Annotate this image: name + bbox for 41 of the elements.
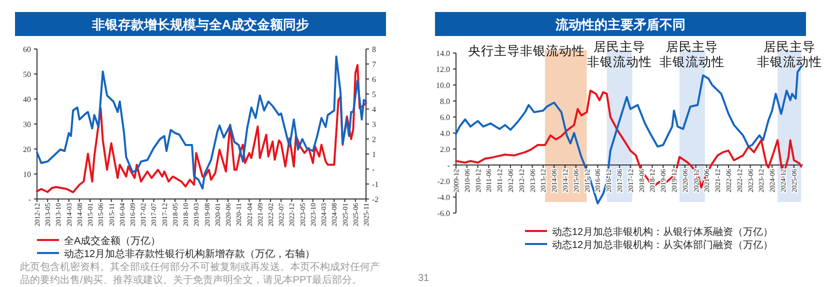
y2-tick-label: 5 — [372, 90, 376, 99]
y-tick-label: 2.0 — [440, 145, 450, 154]
band-label: 居民主导非银流动性 — [587, 39, 652, 69]
legend-label: 全A成交金额（万亿） — [64, 235, 161, 247]
y-tick-label: 14.0 — [436, 49, 450, 58]
legend-label: 动态12月加总非存款性银行机构新增存款（万亿，右轴） — [64, 248, 316, 260]
y-tick-label: 60 — [23, 45, 31, 54]
y-tick-label: 30 — [23, 120, 31, 129]
y-tick-label: -4.0 — [437, 193, 450, 202]
chart-title: 非银存款增长规模与全A成交金额同步 — [90, 17, 310, 32]
y2-tick-label: -1 — [372, 180, 379, 189]
y-tick-label: 40 — [23, 95, 31, 104]
y-tick-label: 6.0 — [440, 113, 450, 122]
y-tick-label: - — [447, 161, 450, 170]
y2-tick-label: 1 — [372, 150, 376, 159]
y2-tick-label: 7 — [372, 60, 376, 69]
y2-tick-label: 3 — [372, 120, 376, 129]
band-label: 居民主导非银流动性 — [756, 39, 822, 69]
y2-tick-label: 6 — [372, 75, 376, 84]
y2-tick-label: 4 — [372, 105, 376, 114]
text: 31 — [418, 273, 430, 284]
y-tick-label: -6.0 — [437, 209, 450, 218]
y-tick-label: 10 — [23, 170, 31, 179]
y2-tick-label: 8 — [372, 45, 376, 54]
y-tick-label: 10.0 — [436, 81, 450, 90]
y-tick-label: 12.0 — [436, 65, 450, 74]
y-tick-label: 8.0 — [440, 97, 450, 106]
y2-tick-label: -2 — [372, 195, 379, 204]
y2-tick-label: 2 — [372, 135, 376, 144]
chart-title: 流动性的主要矛盾不同 — [554, 17, 686, 32]
band-label: 央行主导非银流动性 — [468, 43, 585, 58]
text: 此页包含机密资料。其全部或任何部分不可被复制或再发送。本页不构成对任何产品的要约出售/购买、推荐或建议。关于免责声明全文，请见本PPT最后部分。 — [20, 261, 380, 286]
y-tick-label: 20 — [23, 145, 31, 154]
y-tick-label: 50 — [23, 70, 31, 79]
y-tick-label: 4.0 — [440, 129, 450, 138]
y-tick-label: - — [28, 195, 32, 204]
y-tick-label: -2.0 — [437, 177, 450, 186]
y2-tick-label: - — [372, 165, 375, 174]
legend-label: 动态12月加总非银机构：从银行体系融资（万亿） — [552, 226, 774, 238]
legend-label: 动态12月加总非银机构：从实体部门融资（万亿） — [552, 239, 774, 251]
band-label: 居民主导非银流动性 — [660, 39, 725, 69]
